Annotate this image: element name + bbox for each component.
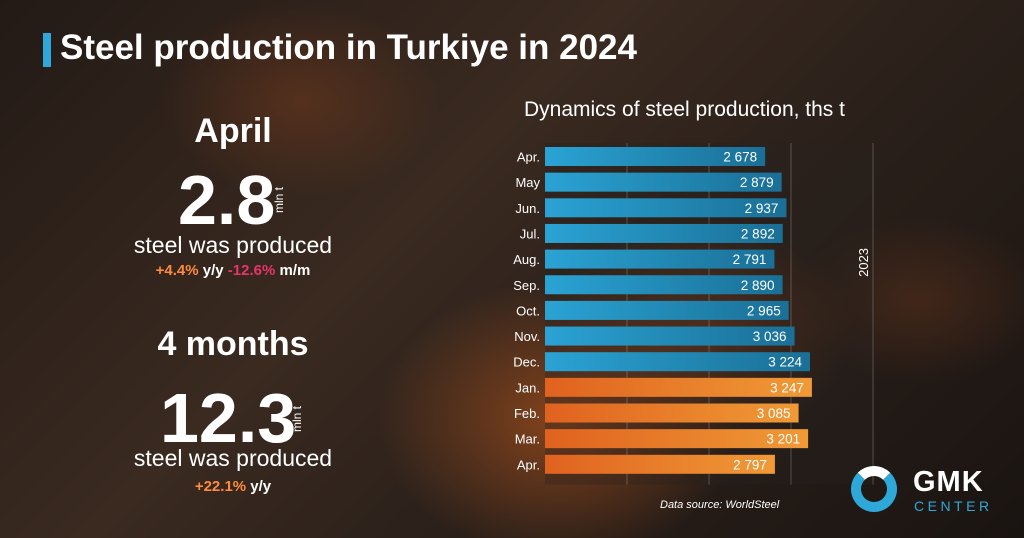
value-label-12: 2 797	[733, 457, 767, 472]
category-label-11: Mar.	[515, 432, 540, 447]
monthly-period: April	[194, 112, 272, 150]
value-label-6: 2 965	[747, 303, 781, 318]
value-label-2: 2 937	[745, 201, 779, 216]
group-label-2023: 2023	[856, 248, 871, 277]
category-label-4: Aug.	[513, 252, 540, 267]
category-label-8: Dec.	[513, 355, 540, 370]
value-label-5: 2 890	[741, 278, 775, 293]
bar-0	[545, 147, 766, 166]
category-label-7: Nov.	[514, 329, 540, 344]
bar-3	[545, 223, 783, 243]
logo-subtitle: CENTER	[914, 498, 993, 514]
cumulative-stats: +22.1% y/y	[0, 478, 466, 495]
bar-1	[545, 172, 782, 192]
cumulative-period: 4 months	[157, 325, 309, 363]
cumulative-value: 12.3	[160, 379, 297, 457]
logo-name: GMK	[913, 466, 984, 498]
monthly-value: 2.8	[178, 161, 276, 239]
value-label-4: 2 791	[733, 252, 767, 267]
chart-title: Dynamics of steel production, ths t	[524, 98, 845, 121]
cumulative-yoy-suffix: y/y	[250, 478, 272, 495]
value-label-1: 2 879	[740, 175, 774, 190]
bar-11	[545, 429, 809, 449]
value-label-7: 3 036	[753, 329, 787, 344]
bar-2	[545, 198, 787, 218]
bar-6	[545, 300, 789, 320]
category-label-10: Feb.	[514, 406, 540, 421]
value-label-3: 2 892	[741, 226, 775, 241]
category-label-12: Apr.	[517, 457, 540, 472]
data-source: Data source: WorldSteel	[660, 499, 780, 511]
category-label-5: Sep.	[513, 278, 540, 293]
monthly-yoy-suffix: y/y	[202, 262, 224, 279]
category-label-2: Jun.	[515, 201, 540, 216]
page-title: Steel production in Turkiye in 2024	[60, 28, 637, 67]
category-label-6: Oct.	[516, 303, 540, 318]
category-label-0: Apr.	[517, 150, 540, 165]
value-label-11: 3 201	[766, 432, 800, 447]
cumulative-caption: steel was produced	[133, 445, 333, 471]
category-label-1: May	[515, 175, 540, 190]
title-accent-bar	[43, 33, 51, 67]
value-label-0: 2 678	[723, 150, 757, 165]
value-label-10: 3 085	[757, 406, 791, 421]
value-label-8: 3 224	[768, 355, 802, 370]
bar-9	[545, 377, 812, 397]
monthly-mom-suffix: m/m	[279, 262, 311, 279]
bar-4	[545, 249, 775, 269]
monthly-mom: -12.6%	[227, 262, 276, 279]
bar-7	[545, 326, 795, 346]
bar-8	[545, 352, 811, 372]
monthly-caption: steel was produced	[133, 232, 333, 258]
gmk-logo-icon	[851, 466, 897, 512]
monthly-yoy: +4.4%	[155, 262, 199, 279]
bar-5	[545, 275, 783, 295]
category-label-9: Jan.	[515, 380, 540, 395]
value-label-9: 3 247	[770, 380, 804, 395]
category-label-3: Jul.	[520, 226, 540, 241]
monthly-stats: +4.4% y/y -12.6% m/m	[0, 262, 466, 279]
cumulative-yoy: +22.1%	[194, 478, 247, 495]
bar-12	[545, 454, 775, 474]
bar-10	[545, 403, 799, 423]
